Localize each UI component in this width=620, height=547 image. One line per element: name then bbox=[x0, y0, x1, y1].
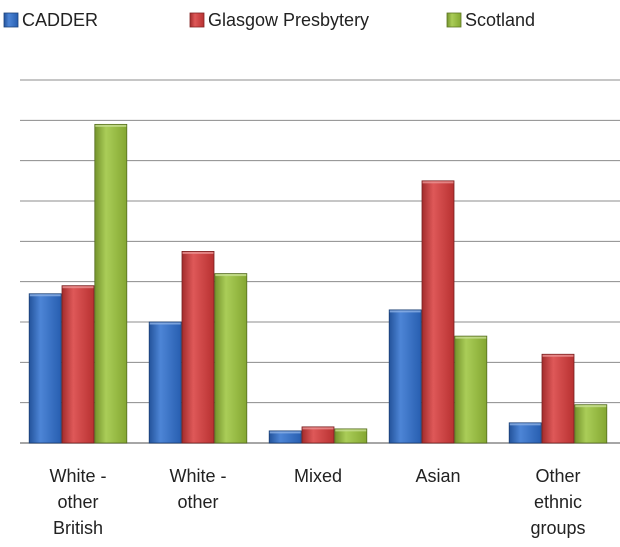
bar-series1-cat4 bbox=[388, 309, 422, 444]
legend-label-2: Glasgow Presbytery bbox=[208, 10, 369, 30]
category-label-2: White -other bbox=[169, 466, 226, 512]
bar-series2-cat1 bbox=[61, 285, 95, 444]
bar-series2-cat3 bbox=[301, 426, 335, 444]
bar-highlight bbox=[95, 124, 127, 127]
category-label-5: Other ethnic groups bbox=[530, 466, 585, 538]
bar-highlight bbox=[302, 427, 334, 430]
bar-highlight bbox=[182, 251, 214, 254]
bar-highlight bbox=[215, 274, 247, 277]
legend-swatch-1 bbox=[3, 12, 19, 28]
bar-highlight bbox=[542, 354, 574, 357]
category-label-1: White -other British bbox=[49, 466, 106, 538]
bar-series3-cat3 bbox=[334, 428, 368, 444]
bar-series3-cat1 bbox=[94, 123, 128, 444]
bar-highlight bbox=[335, 429, 367, 432]
legend-swatch-3 bbox=[446, 12, 462, 28]
bar-series2-cat5 bbox=[541, 353, 575, 444]
bar-series1-cat2 bbox=[148, 321, 182, 444]
legend-swatch-2 bbox=[189, 12, 205, 28]
bar-highlight bbox=[62, 286, 94, 289]
bar-highlight bbox=[455, 336, 487, 339]
bar-highlight bbox=[422, 181, 454, 184]
bar-series1-cat5 bbox=[508, 422, 542, 444]
bar-series1-cat3 bbox=[268, 430, 302, 444]
bar-highlight bbox=[29, 294, 61, 297]
legend: CADDER Glasgow Presbytery Scotland bbox=[3, 10, 535, 30]
bar-highlight bbox=[575, 405, 607, 408]
bar-series3-cat4 bbox=[454, 335, 488, 444]
category-label-4: Asian bbox=[415, 466, 460, 486]
bar-series2-cat2 bbox=[181, 251, 215, 444]
category-labels: White -other British White -other Mixed Asia… bbox=[49, 466, 585, 538]
bar-series1-cat1 bbox=[28, 293, 62, 444]
bar-series2-cat4 bbox=[421, 180, 455, 444]
category-label-3: Mixed bbox=[294, 466, 342, 486]
legend-label-3: Scotland bbox=[465, 10, 535, 30]
bar-series3-cat5 bbox=[574, 404, 608, 444]
bar-series3-cat2 bbox=[214, 273, 248, 444]
bar-highlight bbox=[509, 423, 541, 426]
bar-highlight bbox=[149, 322, 181, 325]
legend-label-1: CADDER bbox=[22, 10, 98, 30]
bar-highlight bbox=[389, 310, 421, 313]
bar-highlight bbox=[269, 431, 301, 434]
bars bbox=[28, 123, 608, 444]
